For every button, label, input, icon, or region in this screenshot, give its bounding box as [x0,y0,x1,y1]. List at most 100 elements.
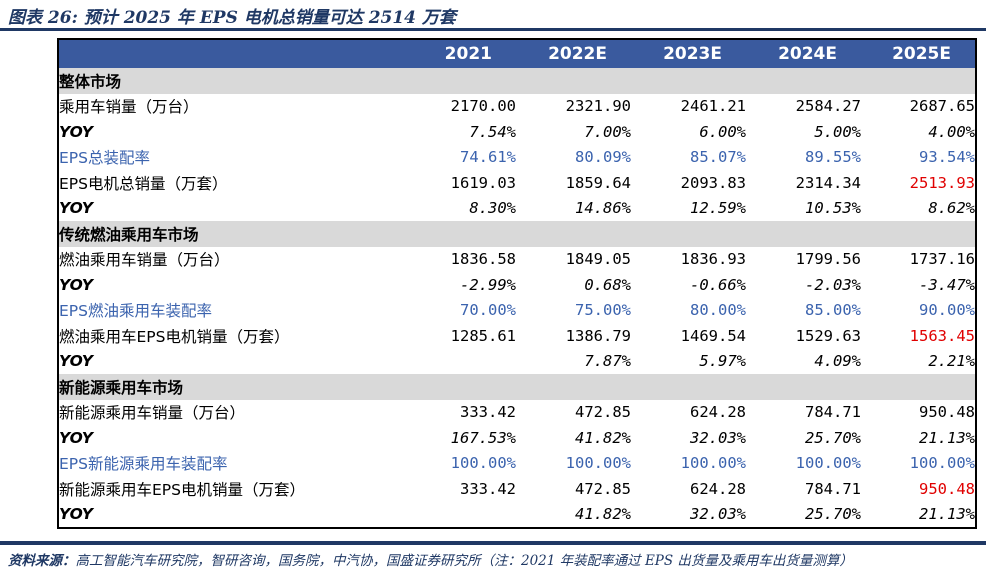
cell-value: 2687.65 [909,97,975,116]
cell-value: 12.59% [690,199,746,218]
cell-value: 25.70% [805,505,861,524]
cell-value: 950.48 [919,403,975,422]
table-row: YOY -2.99% 0.68% -0.66% -2.03% -3.47% [58,272,976,298]
cell-value: 1737.16 [909,250,975,269]
table-row: 燃油乘用车销量（万台） 1836.58 1849.05 1836.93 1799.56 1… [58,247,976,273]
cell-value: 21.13% [919,428,975,447]
cell-value: 784.71 [805,403,861,422]
cell-value: 333.42 [460,403,516,422]
table-row: 燃油乘用车EPS电机销量（万套） 1285.61 1386.79 1469.54 152… [58,323,976,349]
cell-value: 90.00% [919,301,975,320]
table-row: YOY 7.54% 7.00% 6.00% 5.00% 4.00% [58,119,976,145]
cell-value: 2321.90 [565,97,631,116]
cell-value: 2461.21 [680,97,746,116]
year-header: 2025E [861,39,976,68]
year-header: 2023E [631,39,746,68]
row-label: EPS电机总销量（万套） [59,174,228,193]
row-label: YOY [59,199,93,218]
cell-value: 85.00% [805,301,861,320]
figure-title: 图表 26: 预计 2025 年 EPS 电机总销量可达 2514 万套 [8,8,456,28]
cell-value: 0.68% [584,275,631,294]
cell-value: 1849.05 [565,250,631,269]
section-label: 整体市场 [58,68,976,94]
row-label: 新能源乘用车EPS电机销量（万套） [59,480,305,499]
cell-value: 89.55% [805,148,861,167]
row-label: 燃油乘用车EPS电机销量（万套） [59,327,290,346]
source-note: 资料来源：高工智能汽车研究院，智研咨询，国务院，中汽协，国盛证券研究所（注：20… [8,549,853,569]
cell-value: 41.82% [575,428,631,447]
cell-value: 1619.03 [450,173,516,192]
cell-value: 5.00% [814,122,861,141]
row-label: 新能源乘用车销量（万台） [59,404,246,423]
section-label: 新能源乘用车市场 [58,374,976,400]
cell-value: 2170.00 [450,97,516,116]
cell-value: -0.66% [690,275,746,294]
cell-value: 1285.61 [450,326,516,345]
cell-value: 624.28 [690,403,746,422]
section-label: 传统燃油乘用车市场 [58,221,976,247]
cell-value: 624.28 [690,479,746,498]
cell-value: 472.85 [575,403,631,422]
table-row: 乘用车销量（万台） 2170.00 2321.90 2461.21 2584.27 268… [58,94,976,120]
table-row: 新能源乘用车EPS电机销量（万套） 333.42 472.85 624.28 784.7… [58,476,976,502]
cell-value: 1563.45 [909,326,975,345]
row-label: YOY [59,122,93,141]
cell-value: 32.03% [690,428,746,447]
row-label: 乘用车销量（万台） [59,98,199,117]
cell-value: 41.82% [575,505,631,524]
cell-value: 6.00% [699,122,746,141]
section-row: 新能源乘用车市场 [58,374,976,400]
cell-value: 2513.93 [909,173,975,192]
cell-value: 784.71 [805,479,861,498]
cell-value: 7.54% [469,122,516,141]
cell-value: 10.53% [805,199,861,218]
row-label: 燃油乘用车销量（万台） [59,251,230,270]
cell-value: 8.62% [928,199,975,218]
cell-value [401,349,516,375]
forecast-table: 2021 2022E 2023E 2024E 2025E 整体市场乘用车销量（万台） 21… [57,38,977,529]
cell-value: 80.00% [690,301,746,320]
table-row: YOY 8.30% 14.86% 12.59% 10.53% 8.62% [58,196,976,222]
row-label-header [58,39,401,68]
table-body: 整体市场乘用车销量（万台） 2170.00 2321.90 2461.21 2584.2… [58,68,976,528]
cell-value: 7.00% [584,122,631,141]
cell-value: 2.21% [928,352,975,371]
row-label: YOY [59,352,93,371]
cell-value: 1836.93 [680,250,746,269]
row-label: EPS总装配率 [59,149,150,168]
cell-value: -2.99% [460,275,516,294]
title-divider [0,28,986,31]
cell-value: 100.00% [680,454,746,473]
year-header: 2021 [401,39,516,68]
year-header: 2024E [746,39,861,68]
cell-value: 1799.56 [795,250,861,269]
cell-value: 1859.64 [565,173,631,192]
cell-value: 1469.54 [680,326,746,345]
cell-value: 4.00% [928,122,975,141]
cell-value: 472.85 [575,479,631,498]
cell-value: 85.07% [690,148,746,167]
cell-value: 100.00% [450,454,516,473]
cell-value: 70.00% [460,301,516,320]
cell-value: -2.03% [805,275,861,294]
source-label: 资料来源： [8,553,76,569]
year-header: 2022E [516,39,631,68]
cell-value: 333.42 [460,479,516,498]
cell-value: -3.47% [919,275,975,294]
cell-value: 167.53% [450,428,516,447]
cell-value: 2584.27 [795,97,861,116]
table-row: YOY 41.82% 32.03% 25.70% 21.13% [58,502,976,529]
section-row: 传统燃油乘用车市场 [58,221,976,247]
cell-value: 75.00% [575,301,631,320]
cell-value: 950.48 [919,479,975,498]
table-row: EPS电机总销量（万套） 1619.03 1859.64 2093.83 2314.34… [58,170,976,196]
cell-value: 100.00% [909,454,975,473]
cell-value: 74.61% [460,148,516,167]
cell-value: 1529.63 [795,326,861,345]
cell-value: 8.30% [469,199,516,218]
row-label: EPS燃油乘用车装配率 [59,302,212,321]
table-row: YOY 167.53% 41.82% 32.03% 25.70% 21.13% [58,425,976,451]
cell-value: 100.00% [795,454,861,473]
cell-value: 32.03% [690,505,746,524]
cell-value: 1386.79 [565,326,631,345]
